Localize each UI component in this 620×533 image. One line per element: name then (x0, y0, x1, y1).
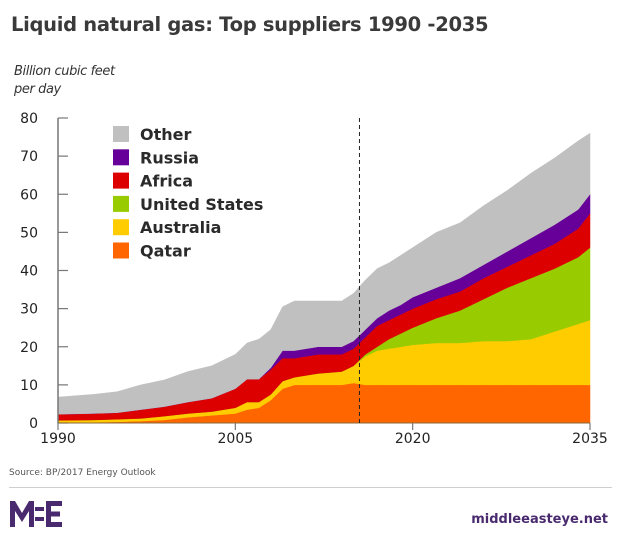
x-tick-label: 2020 (395, 431, 431, 447)
y-axis-label-line2: per day (14, 82, 61, 97)
legend-label-russia: Russia (140, 148, 199, 167)
y-axis-label-line1: Billion cubic feet (14, 64, 115, 79)
y-tick-label: 30 (20, 302, 38, 318)
y-tick-label: 80 (20, 111, 38, 127)
area-other (57, 132, 591, 415)
legend-swatch-qatar (113, 242, 129, 259)
legend-label-qatar: Qatar (140, 242, 191, 261)
legend-swatch-other (113, 126, 129, 142)
chart-title: Liquid natural gas: Top suppliers 1990 -… (11, 13, 489, 36)
area-layers (57, 132, 591, 424)
x-axis: 1990 2005 2020 2035 (40, 422, 608, 447)
legend-swatch-united-states (113, 195, 129, 212)
legend-swatch-africa (113, 172, 129, 189)
legend-swatch-russia (113, 149, 129, 166)
legend-swatch-australia (113, 219, 129, 236)
y-tick-label: 10 (20, 378, 38, 394)
y-tick-label: 70 (20, 149, 38, 165)
area-chart: 0 10 20 30 40 50 60 70 80 1990 2005 2020 2035 Other… (20, 111, 608, 447)
x-tick-label: 2005 (218, 431, 254, 447)
y-tick-label: 0 (29, 416, 38, 432)
footer-divider (9, 487, 612, 488)
mee-logo-icon[interactable] (10, 501, 62, 527)
y-axis-label: Billion cubic feet per day (14, 63, 115, 99)
legend-label-united-states: United States (140, 195, 263, 214)
site-link[interactable]: middleeasteye.net (471, 512, 608, 527)
y-tick-label: 40 (20, 264, 38, 280)
legend-label-other: Other (140, 125, 191, 144)
y-axis: 0 10 20 30 40 50 60 70 80 (20, 111, 68, 432)
source-note: Source: BP/2017 Energy Outlook (9, 468, 156, 478)
y-tick-label: 60 (20, 187, 38, 203)
x-tick-label: 2035 (572, 431, 608, 447)
y-tick-label: 50 (20, 225, 38, 241)
legend-label-australia: Australia (140, 218, 221, 237)
x-tick-label: 1990 (40, 431, 76, 447)
y-tick-label: 20 (20, 340, 38, 356)
legend: Other Russia Africa United States Australia Q… (113, 125, 263, 261)
legend-label-africa: Africa (140, 172, 193, 191)
